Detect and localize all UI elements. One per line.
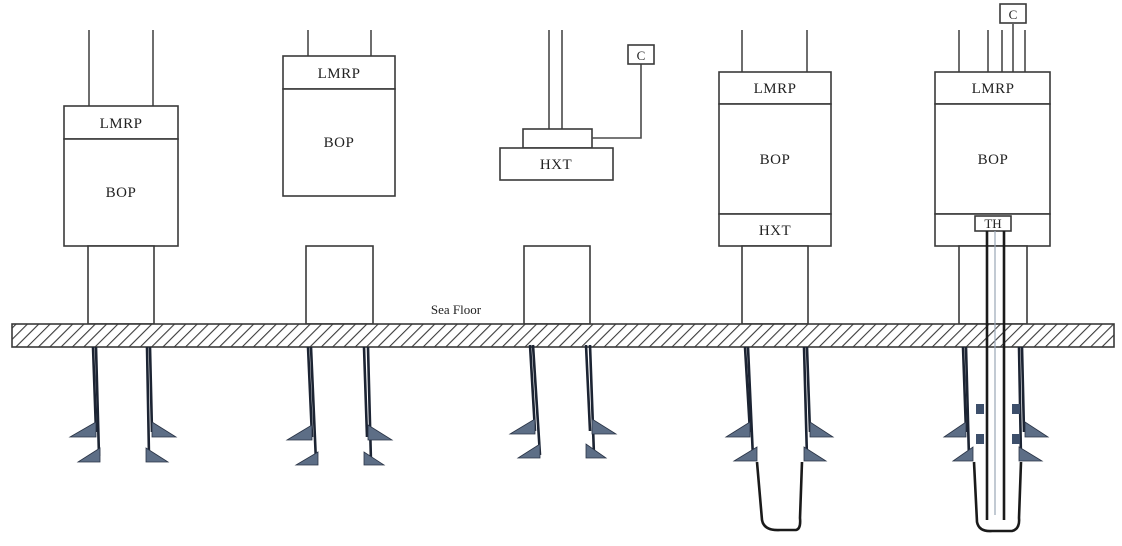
wellhead-box <box>523 245 591 325</box>
control-box <box>627 44 655 65</box>
casing-fin <box>151 421 178 438</box>
packer-block <box>1012 404 1020 414</box>
casing-fin <box>145 447 170 463</box>
casing-fin <box>68 421 97 438</box>
packer-block <box>976 404 984 414</box>
hxt-label: HXT <box>759 223 791 239</box>
open-hole-bore <box>972 461 1023 533</box>
wellhead-box <box>305 245 374 325</box>
lmrp-label: LMRP <box>318 66 361 82</box>
lmrp-box <box>282 55 396 90</box>
casing-fin <box>809 421 835 438</box>
casings <box>68 231 1050 533</box>
wellhead-box <box>958 245 1028 325</box>
lmrp-label: LMRP <box>754 81 797 97</box>
wellhead-box <box>87 245 155 325</box>
bop-box <box>63 138 179 247</box>
casing-fin <box>285 424 313 441</box>
sea-floor-label: Sea Floor <box>431 302 482 317</box>
casing-fin <box>294 451 319 466</box>
lmrp-label: LMRP <box>972 81 1015 97</box>
running-tool-box <box>522 128 593 149</box>
casing-fin <box>942 421 967 438</box>
stage-4: LMRP BOP HXT <box>718 30 832 325</box>
lmrp-box <box>718 71 832 105</box>
lmrp-box <box>63 105 179 140</box>
casing-fin <box>591 418 618 435</box>
casing-fin <box>732 446 758 462</box>
seabed-hatch <box>11 323 1115 348</box>
stage-3: HXT C <box>499 30 655 325</box>
tubing-hanger-label: TH <box>984 216 1001 231</box>
lmrp-label: LMRP <box>100 116 143 132</box>
packer-block <box>976 434 984 444</box>
casing-fin <box>516 443 541 459</box>
lmrp-box <box>934 71 1051 105</box>
casing-fin <box>724 421 751 438</box>
control-umbilical <box>592 64 642 139</box>
control-label: C <box>637 48 646 63</box>
casing-fin <box>1024 421 1050 438</box>
bop-box <box>282 88 396 197</box>
casing-fin <box>803 446 828 462</box>
control-label: C <box>1009 7 1018 22</box>
casing-fin <box>367 424 394 441</box>
bop-box <box>934 103 1051 215</box>
control-box <box>999 3 1027 24</box>
stage-2: LMRP BOP <box>282 30 396 325</box>
stage-1: LMRP BOP <box>63 30 179 325</box>
hxt-label: HXT <box>540 157 572 173</box>
casing-fin <box>585 443 608 459</box>
casing-fin <box>1018 446 1044 462</box>
casing-fin <box>363 451 386 466</box>
stage-5: C LMRP BOP TH <box>934 3 1051 325</box>
bop-label: BOP <box>760 152 791 168</box>
bop-label: BOP <box>324 135 355 151</box>
wellhead-box <box>741 245 809 325</box>
hxt-box <box>718 213 832 247</box>
bop-box <box>718 103 832 215</box>
tubing-hanger-box <box>974 215 1012 232</box>
hxt-box <box>499 147 614 181</box>
casing-fin <box>76 447 101 463</box>
bop-label: BOP <box>106 185 137 201</box>
open-hole-bore <box>755 461 804 532</box>
casing-fin <box>951 446 974 462</box>
casing-fin <box>508 418 536 435</box>
packer-block <box>1012 434 1020 444</box>
bop-label: BOP <box>978 152 1009 168</box>
